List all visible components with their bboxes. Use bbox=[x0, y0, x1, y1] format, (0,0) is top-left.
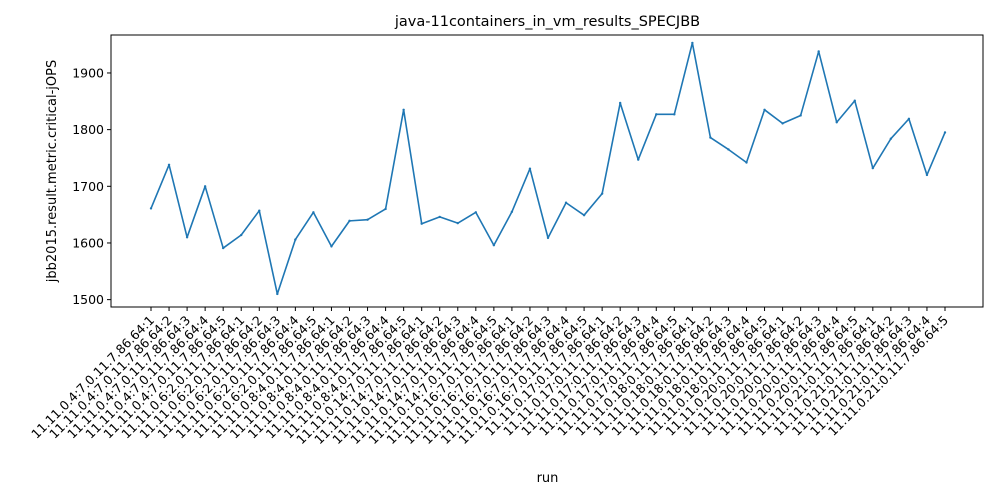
data-point bbox=[889, 137, 893, 140]
data-point bbox=[691, 41, 694, 45]
data-point bbox=[384, 207, 387, 211]
data-point bbox=[600, 192, 604, 195]
data-point bbox=[618, 101, 622, 105]
data-point bbox=[817, 50, 820, 53]
data-point bbox=[727, 148, 730, 151]
data-point bbox=[943, 131, 947, 134]
data-point bbox=[835, 121, 838, 124]
data-point bbox=[709, 136, 712, 139]
y-axis-title: jbb2015.result.metric.critical-jOPS bbox=[45, 60, 60, 283]
data-point bbox=[582, 214, 586, 217]
chart-title: java-11containers_in_vm_results_SPECJBB bbox=[394, 14, 700, 30]
data-point bbox=[240, 233, 243, 237]
data-point bbox=[564, 201, 568, 204]
data-point bbox=[438, 215, 441, 219]
plot-frame bbox=[110, 34, 984, 308]
data-point bbox=[402, 108, 405, 112]
data-point bbox=[781, 122, 784, 125]
data-point bbox=[221, 246, 225, 250]
y-tick-label: 1900 bbox=[72, 65, 104, 80]
y-tick-label: 1700 bbox=[72, 179, 104, 194]
data-point bbox=[149, 207, 153, 210]
data-point bbox=[799, 114, 802, 117]
data-point bbox=[528, 167, 532, 170]
data-point bbox=[348, 219, 351, 223]
data-point bbox=[655, 113, 658, 116]
data-point bbox=[456, 221, 459, 225]
data-point bbox=[258, 209, 261, 212]
y-tick-label: 1800 bbox=[72, 122, 104, 137]
data-point bbox=[185, 236, 189, 239]
data-point bbox=[853, 99, 856, 102]
data-point bbox=[673, 113, 676, 116]
data-point bbox=[492, 244, 496, 247]
data-point bbox=[203, 185, 207, 188]
data-point bbox=[637, 158, 640, 161]
data-point bbox=[763, 108, 766, 112]
data-point bbox=[366, 218, 369, 221]
data-point bbox=[330, 245, 333, 248]
data-point bbox=[276, 292, 279, 296]
data-point bbox=[312, 211, 315, 214]
plot-area: 1500160017001800190011.11.0.4:7.0.11.7.8… bbox=[28, 41, 951, 447]
data-point bbox=[510, 210, 514, 213]
data-point bbox=[745, 161, 748, 164]
data-point bbox=[167, 163, 171, 166]
data-point bbox=[871, 166, 875, 170]
data-point bbox=[907, 117, 911, 121]
data-point bbox=[474, 211, 478, 214]
y-tick-label: 1600 bbox=[72, 235, 104, 250]
y-tick-label: 1500 bbox=[72, 292, 104, 307]
data-point bbox=[546, 236, 550, 240]
data-point bbox=[925, 173, 929, 177]
x-axis-title: run bbox=[537, 471, 559, 486]
data-point bbox=[294, 238, 297, 241]
data-point bbox=[420, 222, 423, 225]
